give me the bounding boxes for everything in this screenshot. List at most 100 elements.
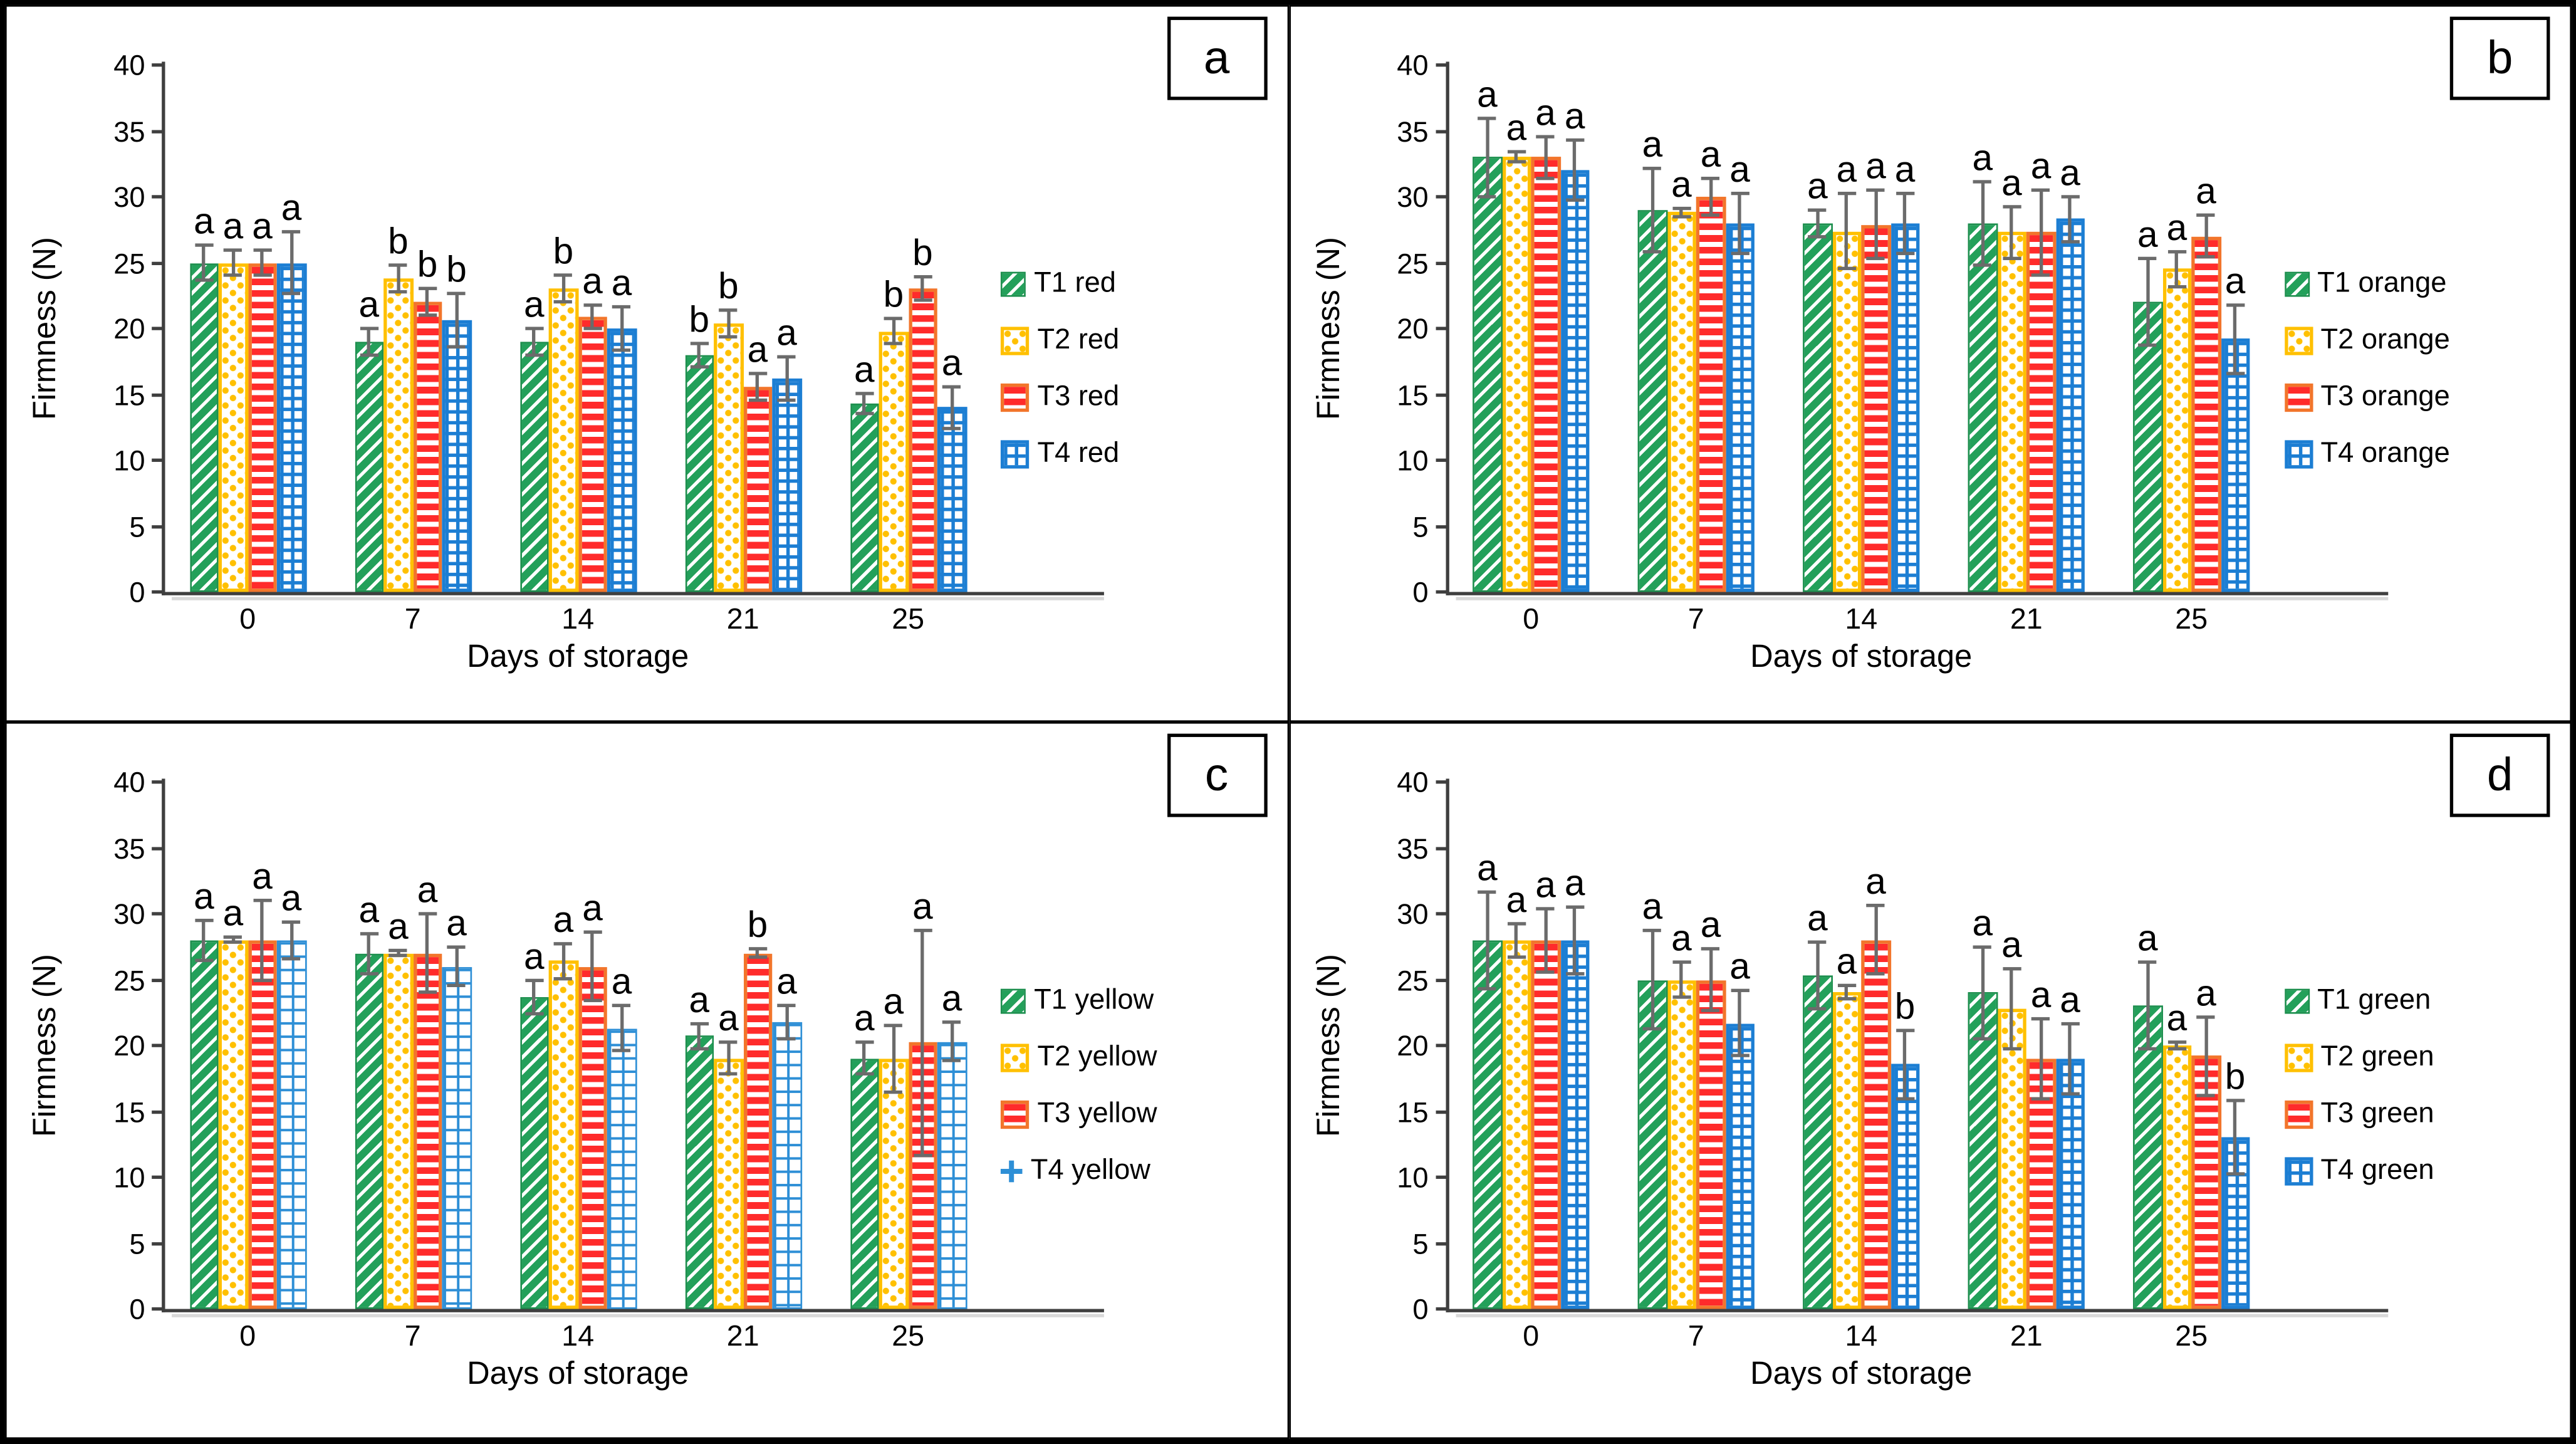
significance-letter: b	[2224, 1055, 2246, 1098]
error-bar-cap-top	[942, 384, 961, 389]
error-bar-cap-bottom	[2196, 255, 2216, 259]
error-bar-cap-top	[1672, 207, 1691, 211]
legend-item-t3-yellow: T3 yellow	[1000, 1097, 1157, 1131]
error-bar-cap-top	[913, 275, 932, 279]
error-bar	[785, 1004, 789, 1039]
error-bar-cap-top	[583, 930, 602, 934]
significance-letter: a	[776, 312, 797, 355]
error-bar-cap-bottom	[1730, 1054, 1749, 1058]
y-tick-label: 5	[129, 1228, 145, 1260]
y-tick-label: 15	[1397, 1096, 1429, 1128]
y-tick-label: 20	[1397, 313, 1429, 345]
error-bar-cap-bottom	[612, 348, 631, 352]
significance-letter: a	[1506, 107, 1527, 149]
significance-letter: a	[2166, 207, 2188, 249]
legend-label: T3 green	[2320, 1097, 2434, 1129]
error-bar	[2010, 969, 2014, 1049]
x-axis-shadow	[172, 1314, 1104, 1317]
significance-letter: a	[1972, 135, 1993, 178]
legend-label: T2 green	[2320, 1040, 2434, 1072]
significance-letter: a	[1836, 149, 1857, 191]
y-axis-title: Firmness (N)	[28, 237, 64, 421]
error-bar	[1485, 117, 1489, 197]
error-bar-cap-bottom	[1866, 257, 1885, 261]
legend-label: T3 red	[1037, 380, 1120, 412]
y-tick-mark	[1435, 590, 1447, 594]
y-tick-label: 30	[113, 181, 145, 214]
legend-item-t1-orange: T1 orange	[2283, 266, 2450, 300]
bar-t2-red-day14	[548, 289, 578, 592]
y-tick-label: 15	[1397, 379, 1429, 411]
legend-label: T2 orange	[2320, 323, 2450, 355]
error-bar	[1981, 946, 1984, 1039]
error-bar	[1515, 152, 1518, 163]
bar-t4-red-day21	[772, 378, 801, 592]
error-bar	[920, 931, 925, 1155]
error-bar	[1709, 178, 1713, 216]
bar-t2-green-day14	[1832, 993, 1862, 1309]
error-bar-cap-top	[1973, 944, 1992, 949]
error-bar-cap-top	[719, 308, 738, 312]
error-bar-cap-top	[1701, 948, 1720, 951]
panel-d: d Firmness (N) 0 5 10 15 20 25 30 35 40 0 7 14 21 25 Day…	[1288, 721, 2572, 1440]
x-tick-label: 25	[2175, 1319, 2208, 1352]
legend-label: T4 red	[1037, 437, 1120, 469]
significance-letter: a	[1477, 846, 1498, 888]
error-bar-cap-top	[884, 1023, 903, 1028]
error-bar-cap-bottom	[1837, 997, 1856, 1002]
y-tick-mark	[152, 846, 164, 850]
t3-orange-legend-swatch-icon	[2283, 382, 2313, 411]
y-tick-mark	[1435, 63, 1447, 67]
y-tick-mark	[152, 1175, 164, 1179]
error-bar-cap-bottom	[690, 1046, 709, 1050]
error-bar	[396, 265, 400, 292]
error-bar	[590, 932, 595, 1001]
error-bar	[1650, 931, 1654, 1028]
bar-t2-orange-day14	[1832, 231, 1862, 592]
x-tick-label: 25	[892, 602, 925, 636]
y-tick-mark	[152, 1241, 164, 1245]
significance-letter: a	[1729, 147, 1750, 190]
t1-orange-legend-swatch-icon	[2283, 271, 2309, 296]
significance-letter: a	[2224, 259, 2246, 301]
panel-c: c Firmness (N) 0 5 10 15 20 25 30 35 40 0 7 14 21 25 Day…	[4, 721, 1289, 1440]
significance-letter: a	[2001, 924, 2022, 966]
bar-t2-orange-day21	[1997, 232, 2026, 592]
significance-letter: a	[854, 348, 875, 390]
y-tick-label: 5	[1412, 511, 1429, 543]
significance-letter: a	[222, 892, 244, 934]
bar-t1-red-day0	[189, 263, 219, 592]
y-tick-label: 25	[1397, 965, 1429, 997]
bar-t3-red-day25	[908, 289, 937, 592]
bar-t4-yellow-day14	[607, 1028, 637, 1309]
bar-t4-green-day7	[1725, 1023, 1755, 1309]
bar-t3-green-day14	[1861, 939, 1890, 1309]
error-bar	[454, 946, 459, 986]
error-bar-cap-bottom	[942, 1059, 961, 1063]
error-bar-cap-top	[690, 1022, 709, 1027]
error-bar-cap-bottom	[360, 353, 378, 357]
significance-letter: a	[776, 960, 797, 1002]
error-bar-cap-top	[1701, 176, 1720, 180]
error-bar-cap-top	[388, 949, 408, 953]
t3-green-legend-swatch-icon	[2283, 1099, 2313, 1128]
bar-t3-red-day7	[412, 302, 442, 592]
error-bar-cap-bottom	[777, 1037, 796, 1041]
y-tick-label: 15	[113, 379, 145, 411]
x-axis-title: Days of storage	[467, 640, 689, 676]
error-bar-cap-bottom	[2138, 343, 2157, 348]
panel-letter-box: d	[2449, 733, 2550, 817]
y-tick-mark	[1435, 780, 1447, 784]
legend-label: T1 orange	[2317, 266, 2447, 299]
error-bar-cap-top	[1730, 988, 1749, 992]
error-bar-cap-bottom	[554, 976, 573, 980]
bar-t1-orange-day7	[1637, 209, 1667, 592]
significance-letter: a	[2060, 978, 2080, 1020]
error-bar	[260, 249, 264, 276]
significance-letter: a	[524, 283, 545, 325]
error-bar-cap-bottom	[253, 978, 272, 981]
error-bar-cap-bottom	[719, 1072, 738, 1077]
error-bar	[1738, 990, 1742, 1056]
error-bar	[1845, 194, 1849, 268]
x-tick-label: 0	[1523, 602, 1540, 636]
